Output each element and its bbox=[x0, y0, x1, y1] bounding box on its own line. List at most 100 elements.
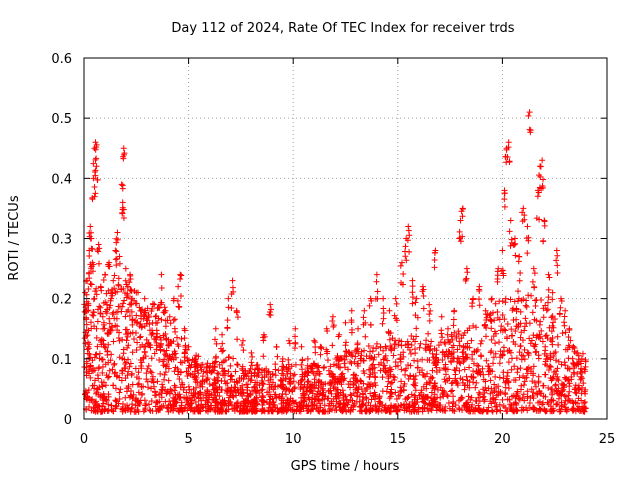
data-point bbox=[177, 359, 184, 366]
data-point bbox=[408, 391, 415, 398]
data-point bbox=[543, 307, 550, 314]
data-point bbox=[397, 356, 404, 363]
data-point bbox=[385, 373, 392, 380]
data-point bbox=[267, 306, 274, 313]
data-point bbox=[228, 304, 235, 311]
data-point bbox=[463, 275, 470, 282]
data-point bbox=[161, 348, 168, 355]
data-point bbox=[512, 328, 519, 335]
data-point bbox=[517, 320, 524, 327]
data-point bbox=[267, 301, 274, 308]
data-point bbox=[471, 348, 478, 355]
data-point bbox=[212, 398, 219, 405]
data-point bbox=[122, 405, 129, 412]
data-point bbox=[557, 408, 564, 415]
data-point bbox=[212, 325, 219, 332]
data-point bbox=[537, 163, 544, 170]
data-point bbox=[494, 314, 501, 321]
data-point bbox=[532, 297, 539, 304]
data-point bbox=[540, 382, 547, 389]
data-point bbox=[488, 407, 495, 414]
data-point bbox=[580, 380, 587, 387]
data-point bbox=[84, 350, 91, 357]
data-point bbox=[126, 363, 133, 370]
data-point bbox=[85, 302, 92, 309]
chart-title: Day 112 of 2024, Rate Of TEC Index for r… bbox=[171, 21, 514, 36]
data-point bbox=[297, 408, 304, 415]
data-point bbox=[445, 400, 452, 407]
data-point bbox=[118, 181, 125, 188]
data-point bbox=[175, 343, 182, 350]
data-point bbox=[244, 370, 251, 377]
data-point bbox=[490, 354, 497, 361]
data-point bbox=[248, 349, 255, 356]
data-point bbox=[520, 391, 527, 398]
data-point bbox=[334, 352, 341, 359]
data-point bbox=[155, 304, 162, 311]
data-point bbox=[489, 368, 496, 375]
data-point bbox=[579, 369, 586, 376]
data-point bbox=[570, 365, 577, 372]
data-point bbox=[574, 400, 581, 407]
data-point bbox=[516, 277, 523, 284]
data-point bbox=[171, 325, 178, 332]
data-point bbox=[456, 228, 463, 235]
data-point bbox=[92, 399, 99, 406]
data-point bbox=[470, 374, 477, 381]
y-tick-label: 0.1 bbox=[51, 353, 72, 368]
data-point bbox=[480, 406, 487, 413]
data-point bbox=[538, 297, 545, 304]
data-point bbox=[176, 375, 183, 382]
data-point bbox=[124, 293, 131, 300]
data-point bbox=[470, 360, 477, 367]
data-point bbox=[88, 319, 95, 326]
data-point bbox=[136, 375, 143, 382]
data-point bbox=[212, 364, 219, 371]
data-point bbox=[496, 374, 503, 381]
data-point bbox=[165, 377, 172, 384]
data-point bbox=[403, 401, 410, 408]
data-point bbox=[454, 346, 461, 353]
data-point bbox=[122, 277, 129, 284]
data-point bbox=[113, 309, 120, 316]
data-point bbox=[141, 295, 148, 302]
data-point bbox=[502, 299, 509, 306]
data-point bbox=[554, 269, 561, 276]
y-tick-label: 0.5 bbox=[51, 112, 72, 127]
data-point bbox=[229, 277, 236, 284]
data-point bbox=[404, 362, 411, 369]
data-point bbox=[91, 385, 98, 392]
data-point bbox=[563, 375, 570, 382]
data-point bbox=[269, 395, 276, 402]
data-point bbox=[192, 364, 199, 371]
data-point bbox=[95, 241, 102, 248]
data-point bbox=[163, 361, 170, 368]
data-point bbox=[148, 355, 155, 362]
data-point bbox=[531, 270, 538, 277]
data-point bbox=[578, 360, 585, 367]
data-point bbox=[347, 384, 354, 391]
data-point bbox=[280, 406, 287, 413]
data-point bbox=[311, 337, 318, 344]
data-point bbox=[321, 363, 328, 370]
data-point bbox=[518, 382, 525, 389]
data-point bbox=[136, 401, 143, 408]
data-point bbox=[506, 396, 513, 403]
data-point bbox=[526, 320, 533, 327]
data-point bbox=[454, 382, 461, 389]
data-point bbox=[459, 395, 466, 402]
data-point bbox=[553, 257, 560, 264]
data-point bbox=[413, 295, 420, 302]
data-point bbox=[126, 279, 133, 286]
data-point bbox=[384, 383, 391, 390]
data-point bbox=[186, 386, 193, 393]
data-point bbox=[367, 321, 374, 328]
data-point bbox=[431, 264, 438, 271]
data-point bbox=[234, 314, 241, 321]
data-point bbox=[466, 364, 473, 371]
data-point bbox=[433, 368, 440, 375]
data-point bbox=[433, 357, 440, 364]
data-point bbox=[501, 326, 508, 333]
data-point bbox=[432, 383, 439, 390]
data-point bbox=[181, 350, 188, 357]
